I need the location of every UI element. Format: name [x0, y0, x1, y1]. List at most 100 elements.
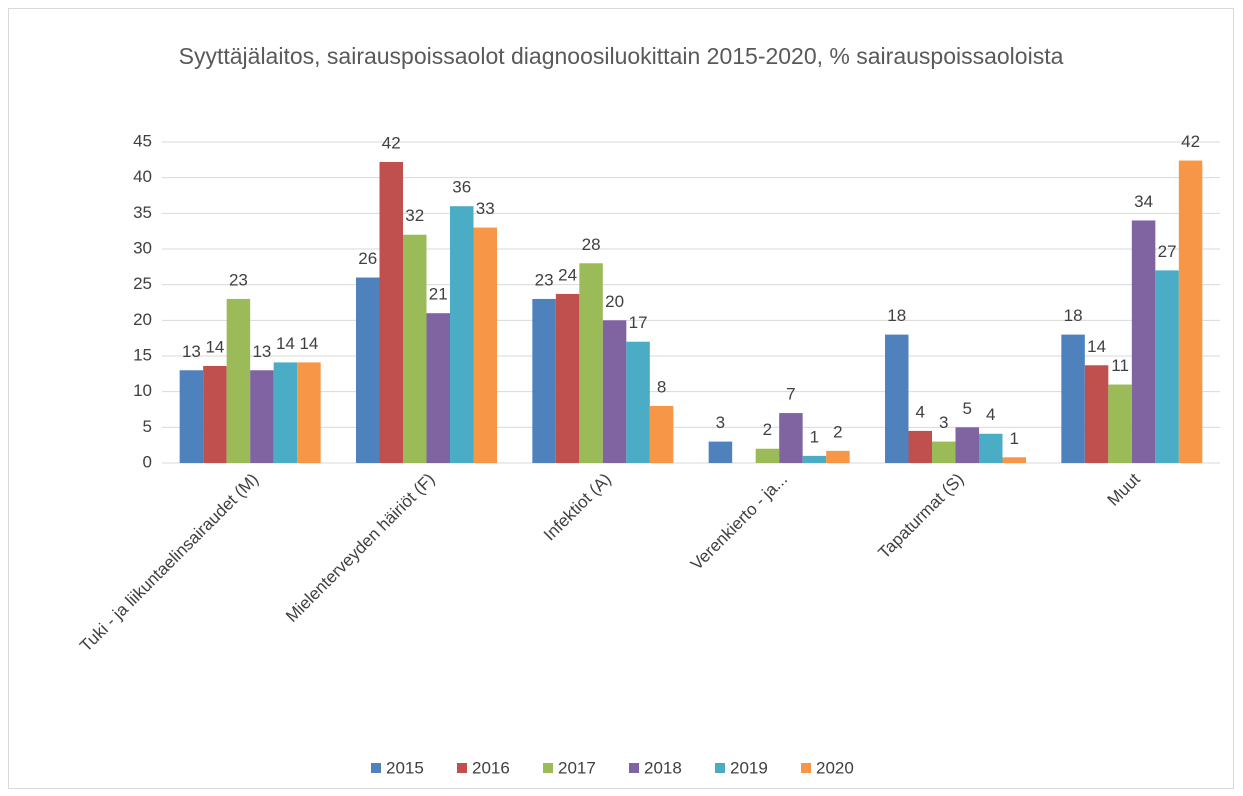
- bar: [1178, 160, 1203, 463]
- legend-swatch: [543, 763, 553, 773]
- data-label: 13: [182, 342, 201, 361]
- bar: [297, 362, 321, 463]
- y-tick-label: 40: [133, 167, 152, 186]
- bar: [426, 313, 450, 463]
- y-tick-label: 10: [133, 381, 152, 400]
- data-label: 2: [763, 420, 772, 439]
- data-label: 3: [939, 413, 948, 432]
- legend-label: 2017: [558, 758, 596, 777]
- bar: [379, 161, 403, 463]
- legend-swatch: [801, 763, 811, 773]
- bar: [1131, 220, 1156, 463]
- legend-label: 2018: [644, 758, 682, 777]
- y-tick-label: 15: [133, 345, 152, 364]
- x-tick-label: Tuki - ja liikuntaelinsairaudet (M): [76, 470, 262, 656]
- x-tick-label: Infektiot (A): [540, 470, 615, 545]
- bar: [908, 430, 932, 463]
- chart-title: Syyttäjälaitos, sairauspoissaolot diagno…: [178, 43, 1064, 69]
- bar: [532, 298, 556, 463]
- data-label: 17: [629, 313, 648, 332]
- legend-label: 2020: [816, 758, 854, 777]
- bar: [649, 405, 674, 463]
- data-label: 23: [535, 270, 554, 289]
- bar: [932, 441, 956, 463]
- legend-swatch: [629, 763, 639, 773]
- data-label: 14: [1087, 337, 1106, 356]
- x-tick-label: Tapaturmat (S): [875, 470, 968, 563]
- legend-swatch: [371, 763, 381, 773]
- x-tick-label: Verenkierto - ja...: [687, 470, 791, 574]
- bar: [473, 227, 497, 463]
- bar: [979, 433, 1003, 463]
- data-label: 7: [786, 385, 795, 404]
- bar: [203, 365, 227, 463]
- data-label: 14: [276, 334, 295, 353]
- data-label: 42: [1181, 132, 1200, 151]
- data-label: 27: [1158, 242, 1177, 261]
- y-tick-label: 30: [133, 238, 152, 257]
- legend-label: 2015: [386, 758, 424, 777]
- y-tick-label: 45: [133, 131, 152, 150]
- x-tick-label: Muut: [1104, 469, 1144, 509]
- data-label: 4: [986, 405, 995, 424]
- data-label: 32: [405, 206, 424, 225]
- bar: [226, 298, 251, 463]
- bar: [708, 441, 733, 463]
- data-label: 14: [205, 337, 224, 356]
- legend-swatch: [457, 763, 467, 773]
- data-label: 36: [452, 178, 471, 197]
- data-label: 4: [916, 402, 925, 421]
- bar: [1084, 365, 1109, 463]
- y-tick-label: 25: [133, 274, 152, 293]
- bar: [885, 334, 909, 463]
- data-label: 1: [1010, 429, 1019, 448]
- bar: [250, 370, 274, 463]
- bar: [755, 448, 780, 463]
- y-tick-label: 0: [143, 452, 152, 471]
- data-label: 26: [358, 249, 377, 268]
- bar: [802, 455, 827, 463]
- data-label: 21: [429, 285, 448, 304]
- data-label: 13: [252, 342, 271, 361]
- data-label: 2: [833, 422, 842, 441]
- data-label: 20: [605, 292, 624, 311]
- bar: [403, 234, 427, 463]
- data-label: 5: [963, 399, 972, 418]
- bar: [1155, 270, 1179, 463]
- data-label: 42: [382, 133, 401, 152]
- x-tick-label: Mielenterveyden häiriöt (F): [282, 470, 438, 626]
- bar: [179, 370, 204, 463]
- data-label: 24: [558, 265, 577, 284]
- data-label: 34: [1134, 192, 1153, 211]
- data-label: 28: [582, 235, 601, 254]
- data-label: 33: [476, 199, 495, 218]
- data-label: 1: [810, 427, 819, 446]
- bar: [1002, 457, 1026, 463]
- bar: [826, 450, 850, 463]
- bar: [450, 206, 474, 463]
- y-tick-label: 5: [143, 417, 152, 436]
- data-label: 3: [716, 413, 725, 432]
- y-tick-label: 20: [133, 310, 152, 329]
- bar: [626, 341, 650, 463]
- data-label: 8: [657, 377, 666, 396]
- data-label: 18: [887, 306, 906, 325]
- legend-label: 2019: [730, 758, 768, 777]
- bar: [779, 413, 803, 463]
- legend-label: 2016: [472, 758, 510, 777]
- bar: [579, 263, 603, 463]
- bar: [955, 427, 979, 463]
- bar: [1108, 384, 1132, 463]
- bar: [356, 277, 380, 463]
- bar: [1061, 334, 1085, 463]
- data-label: 14: [299, 334, 318, 353]
- data-label: 18: [1064, 306, 1083, 325]
- y-tick-label: 35: [133, 203, 152, 222]
- bar: [273, 362, 298, 463]
- chart-frame: [8, 8, 1234, 789]
- data-label: 23: [229, 270, 248, 289]
- data-label: 11: [1111, 356, 1129, 375]
- legend-swatch: [715, 763, 725, 773]
- bar: [602, 320, 627, 463]
